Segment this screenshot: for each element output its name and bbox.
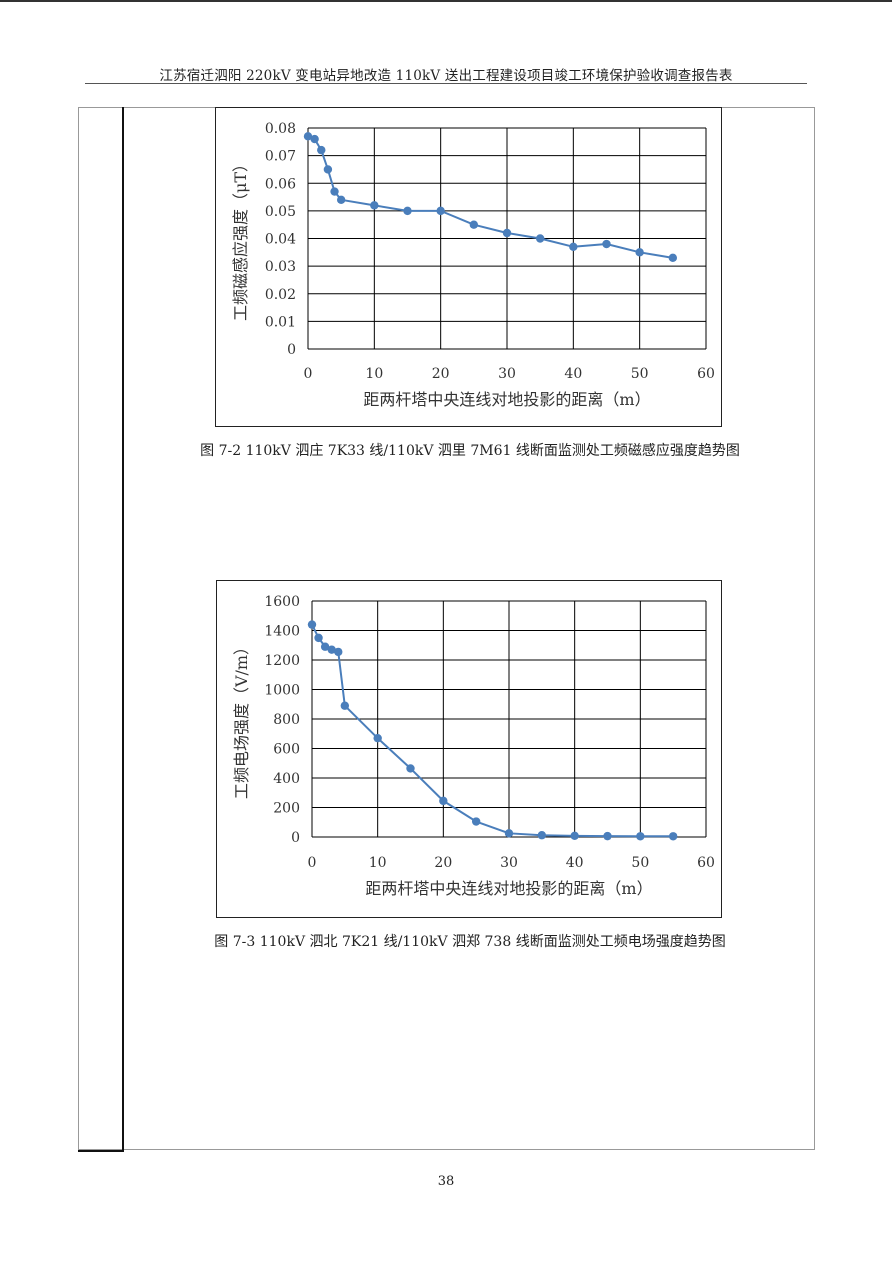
x-tick-label: 0: [304, 366, 313, 382]
data-point: [327, 645, 336, 654]
data-point: [537, 831, 547, 840]
data-point: [569, 242, 578, 251]
data-point: [373, 733, 382, 743]
y-axis-label: 工频磁感应强度（μT）: [231, 156, 250, 321]
data-point: [403, 206, 412, 216]
data-point: [636, 832, 645, 841]
data-point: [320, 642, 330, 651]
data-point: [635, 248, 644, 257]
y-tick-label: 0: [287, 342, 296, 358]
series-line: [307, 135, 673, 259]
x-tick-label: 0: [308, 855, 317, 871]
x-tick-label: 30: [500, 855, 518, 871]
y-tick-label: 1600: [264, 594, 300, 610]
table-left-bottom-rule: [78, 1150, 124, 1152]
y-tick-label: 0.05: [265, 204, 296, 220]
data-point: [535, 234, 545, 243]
data-point: [436, 206, 445, 216]
data-point: [570, 831, 579, 841]
data-point: [334, 647, 343, 657]
data-point: [303, 132, 313, 141]
x-axis-label: 距两杆塔中央连线对地投影的距离（m）: [363, 390, 650, 409]
x-tick-label: 20: [432, 366, 450, 382]
x-axis-label: 距两杆塔中央连线对地投影的距离（m）: [365, 879, 652, 898]
data-point: [314, 633, 323, 643]
data-point: [603, 831, 612, 841]
y-tick-label: 1200: [264, 653, 300, 669]
data-point: [502, 228, 512, 238]
x-tick-label: 20: [434, 855, 452, 871]
page-header-title: 江苏宿迁泗阳 220kV 变电站异地改造 110kV 送出工程建设项目竣工环境保…: [159, 68, 733, 84]
y-tick-label: 0.06: [265, 176, 296, 192]
y-tick-label: 1000: [264, 683, 300, 699]
data-point: [668, 253, 678, 263]
data-point: [406, 764, 415, 773]
y-tick-label: 600: [273, 742, 300, 758]
x-tick-label: 30: [498, 366, 516, 382]
data-point: [471, 817, 481, 826]
figure-7-2-caption: 图 7-2 110kV 泗庄 7K33 线/110kV 泗里 7M61 线断面监…: [200, 443, 740, 459]
data-point: [307, 620, 317, 629]
data-point: [340, 701, 350, 710]
y-tick-label: 0.01: [265, 314, 296, 330]
x-tick-label: 10: [369, 855, 387, 871]
chart-magnetic-field-frame: 0 0.01 0.02 0.03 0.04 0.05 0.06 0.07 0.08 0 10 20 30…: [215, 107, 722, 427]
data-point: [330, 187, 339, 196]
chart-electric-field-frame: 0 200 400 600 800 1000 1200 1400 1600 0 10 20 30 40 50…: [216, 580, 722, 918]
y-tick-label: 0.08: [265, 121, 296, 137]
y-tick-label: 1400: [264, 624, 300, 640]
y-tick-label: 0.04: [265, 232, 296, 248]
figure-7-3-caption: 图 7-3 110kV 泗北 7K21 线/110kV 泗郑 738 线断面监测…: [214, 934, 726, 950]
x-tick-label: 50: [631, 855, 649, 871]
data-point: [504, 829, 514, 838]
y-tick-label: 0: [291, 830, 300, 846]
data-point: [370, 201, 379, 210]
x-tick-label: 40: [566, 855, 584, 871]
x-tick-label: 10: [365, 366, 383, 382]
header-rule: [85, 83, 807, 84]
data-point: [336, 195, 346, 205]
x-tick-label: 40: [564, 366, 582, 382]
y-tick-label: 0.02: [265, 287, 296, 303]
y-tick-label: 800: [273, 712, 300, 728]
y-tick-label: 0.07: [265, 149, 296, 165]
data-point: [310, 134, 319, 144]
y-tick-label: 400: [273, 771, 300, 787]
x-tick-label: 50: [631, 366, 649, 382]
top-border: [0, 0, 892, 2]
data-point: [317, 145, 326, 155]
y-tick-label: 0.03: [265, 259, 296, 275]
table-left-column-rule: [122, 107, 124, 1151]
series-line: [311, 624, 674, 838]
chart-magnetic-field: 0 0.01 0.02 0.03 0.04 0.05 0.06 0.07 0.08 0 10 20 30…: [231, 121, 715, 409]
data-point: [469, 220, 479, 229]
page-number: 38: [437, 1174, 455, 1189]
data-point: [323, 165, 333, 174]
chart-electric-field: 0 200 400 600 800 1000 1200 1400 1600 0 10 20 30 40 50…: [232, 594, 715, 898]
data-point: [668, 832, 678, 841]
y-tick-label: 200: [273, 801, 300, 817]
y-axis-label: 工频电场强度（V/m）: [232, 639, 251, 799]
data-point: [439, 796, 448, 806]
x-tick-label: 60: [697, 855, 715, 871]
data-point: [602, 239, 611, 249]
x-tick-label: 60: [697, 366, 715, 382]
